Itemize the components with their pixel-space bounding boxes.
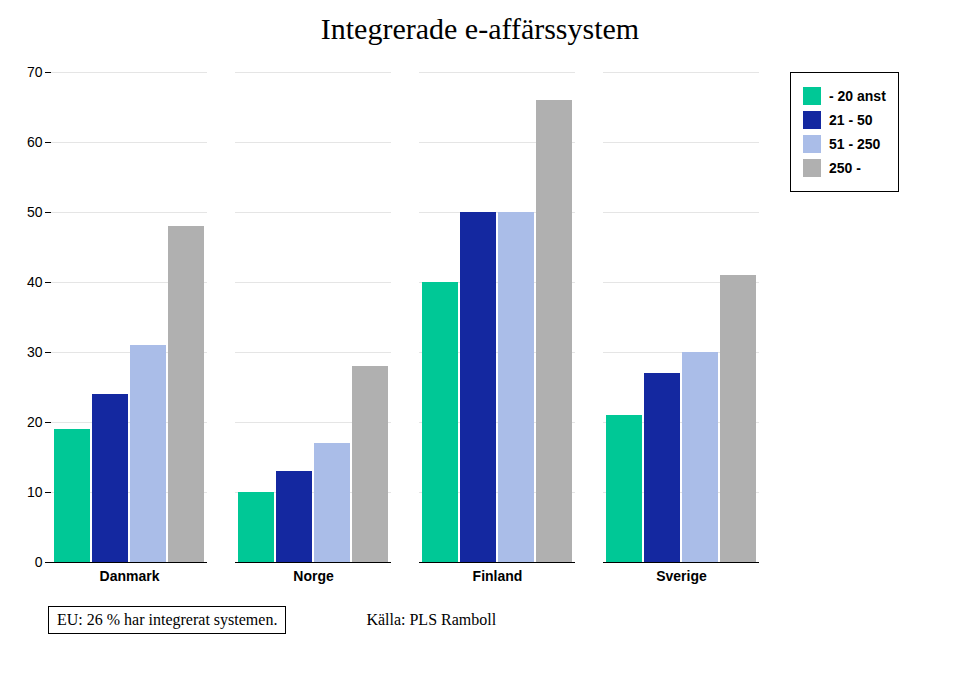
svg-text:70: 70 — [27, 64, 43, 80]
html-text:Integrerade e-affärssystem: Integrerade e-affärssystem — [320, 12, 640, 45]
svg-text:20: 20 — [27, 414, 43, 430]
svg-text:50: 50 — [27, 204, 43, 220]
svg-text:10: 10 — [27, 484, 43, 500]
svg-text:30: 30 — [27, 344, 43, 360]
html-text:EU: 26 % har integrerat system: EU: 26 % har integrerat systemen. — [57, 611, 278, 628]
html-text:Källa: PLS Ramboll: Källa: PLS Ramboll — [366, 611, 497, 628]
html-text:250 -: 250 - — [829, 160, 861, 176]
svg-text:60: 60 — [27, 134, 43, 150]
svg-text:40: 40 — [27, 274, 43, 290]
html-text:- 20 anst: - 20 anst — [829, 88, 886, 104]
svg-text:Danmark: Danmark — [100, 568, 160, 584]
svg-text:Sverige: Sverige — [656, 568, 707, 584]
html-text:51 - 250: 51 - 250 — [829, 136, 881, 152]
svg-text:0: 0 — [35, 554, 43, 570]
svg-text:Finland: Finland — [473, 568, 523, 584]
html-text:21 - 50: 21 - 50 — [829, 112, 873, 128]
svg-text:Norge: Norge — [293, 568, 334, 584]
